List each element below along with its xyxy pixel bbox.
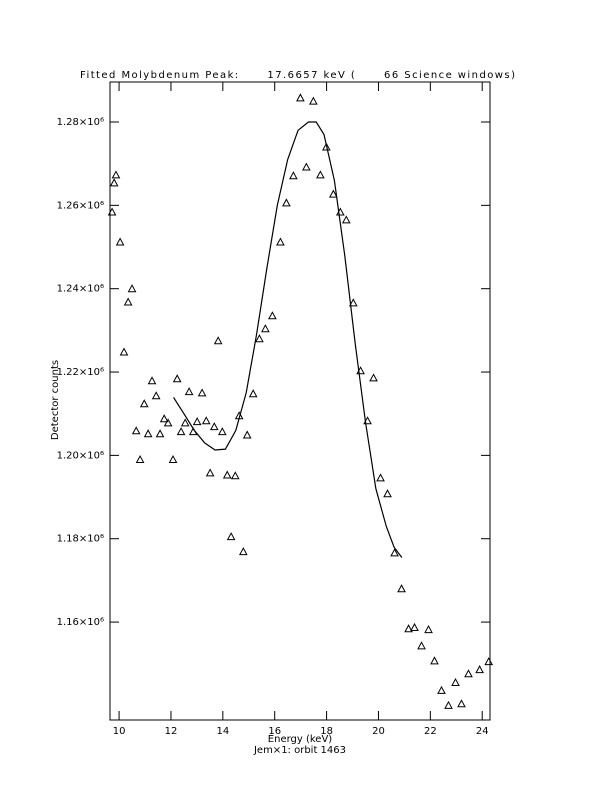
data-point [111,170,121,179]
data-point [397,584,406,593]
x-tick-label: 24 [476,726,489,737]
fit-line [173,121,403,558]
data-point [289,171,298,180]
x-tick-label: 10 [113,726,126,737]
data-point [109,178,119,187]
x-tick-label: 12 [165,726,178,737]
data-point [424,625,433,634]
data-point [135,454,145,464]
data-point [163,418,173,427]
data-point [464,669,473,678]
data-point [321,142,331,151]
y-tick-label: 1.24×10⁶ [57,284,104,295]
x-tick-label: 14 [216,726,229,737]
data-point [155,429,165,438]
data-point [192,417,202,426]
data-point [197,388,207,397]
data-point [302,162,311,171]
data-point [248,389,258,398]
data-point [282,198,291,207]
data-point [316,170,325,179]
data-point [238,547,248,556]
data-point [209,422,219,431]
data-point [437,685,446,694]
x-tick-label: 18 [320,726,333,737]
x-tick-label: 16 [268,726,281,737]
data-point [139,399,149,408]
data-point [176,427,186,436]
data-point [159,414,169,423]
x-tick-label: 22 [424,726,437,737]
data-point [172,374,182,383]
data-point [242,430,252,439]
data-point [222,470,232,479]
data-point [255,334,264,343]
y-tick-label: 1.28×10⁶ [57,117,104,128]
data-point [296,93,305,102]
data-point [376,473,385,482]
chart-title: Fitted Molybdenum Peak: 17.6657 keV ( 66… [80,70,515,81]
data-point [417,641,426,650]
y-tick-label: 1.20×10⁶ [57,450,104,461]
x-axis-label: Energy (keV) [268,734,333,745]
x-tick-label: 20 [372,726,385,737]
data-point [201,416,211,425]
data-point [451,677,460,686]
data-point [230,471,240,480]
data-point [180,418,190,427]
data-point [226,532,236,541]
y-tick-label: 1.22×10⁶ [57,367,104,378]
data-point [328,189,338,198]
data-point [123,297,133,306]
data-point [217,427,227,436]
data-point [341,215,351,224]
data-point [213,336,223,345]
data-point [484,657,494,666]
y-tick-label: 1.18×10⁶ [57,534,104,545]
plot-frame [109,81,491,721]
data-point [261,324,270,333]
data-point [276,237,285,246]
data-point [457,699,466,708]
data-point [119,347,129,356]
data-point [268,311,277,320]
data-point [404,624,413,633]
data-point [369,373,378,382]
data-point [430,656,439,665]
y-tick-label: 1.26×10⁶ [57,200,104,211]
data-point [410,622,419,631]
data-point [115,237,125,246]
data-point [309,96,318,105]
data-point [475,665,484,674]
data-point [444,700,453,709]
data-point [107,207,117,216]
data-point [151,391,161,400]
data-point [383,489,392,498]
data-point [205,468,215,477]
data-point [131,426,141,435]
y-tick-label: 1.16×10⁶ [57,617,104,628]
data-point [168,454,178,464]
y-axis-label: Detector counts [50,360,61,440]
data-point [147,376,157,385]
subtitle: Jem×1: orbit 1463 [253,745,346,756]
data-point [143,429,153,438]
data-point [127,284,137,293]
data-point [390,548,399,557]
data-point [348,298,358,307]
data-point [184,387,194,396]
